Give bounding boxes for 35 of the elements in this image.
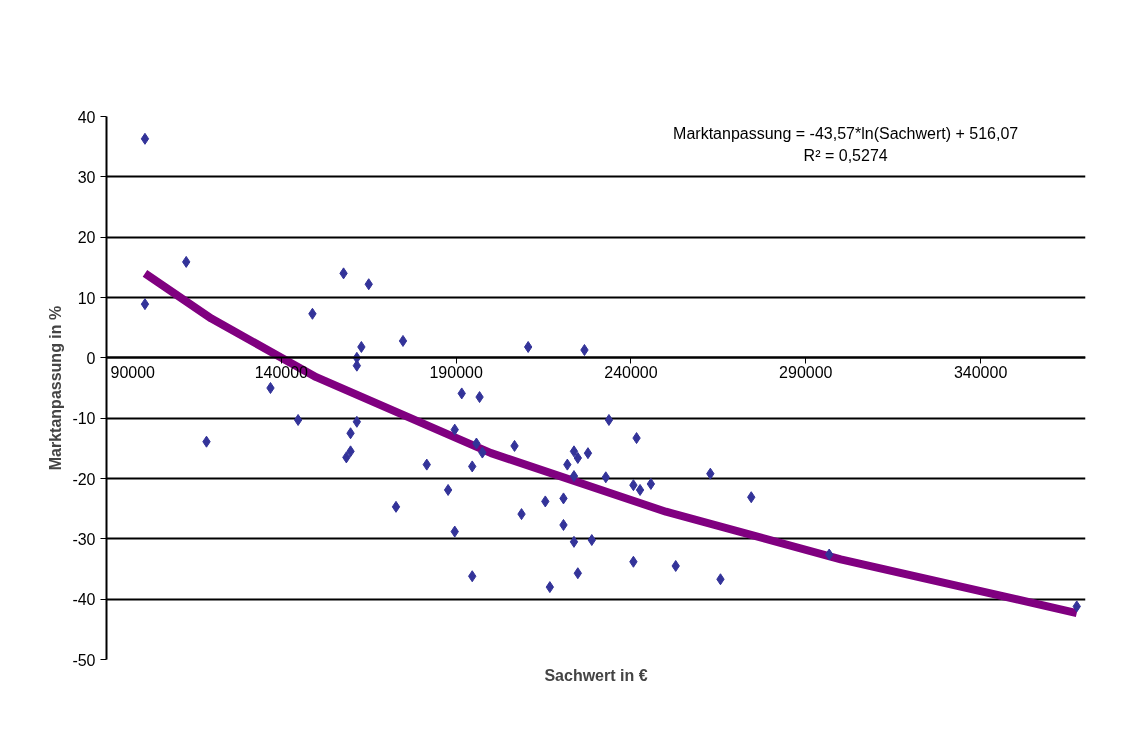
- x-tick-label: 190000: [429, 363, 483, 381]
- y-tick-label: -30: [72, 530, 96, 548]
- x-tick-label: 90000: [110, 363, 156, 381]
- point: [443, 483, 453, 496]
- y-axis-title: Marktanpassung in %: [47, 305, 65, 471]
- point: [583, 447, 593, 460]
- point: [140, 298, 150, 311]
- annotation: R² = 0,5274: [803, 147, 888, 165]
- y-tick-label: 40: [77, 108, 96, 126]
- x-axis-title: Sachwert in €: [544, 666, 648, 684]
- annotation: Marktanpassung = -43,57*ln(Sachwert) + 516,07: [673, 124, 1019, 142]
- point: [266, 382, 275, 394]
- point: [391, 500, 401, 513]
- y-tick-label: 20: [77, 229, 96, 247]
- point: [398, 334, 408, 347]
- x-tick-label: 240000: [604, 363, 658, 381]
- x-tick-label: 340000: [953, 363, 1008, 381]
- point: [604, 413, 614, 426]
- y-tick-label: 10: [77, 289, 96, 307]
- y-tick-label: 30: [77, 168, 96, 186]
- point: [569, 535, 579, 548]
- point: [293, 413, 303, 426]
- y-tick-label: 0: [86, 349, 96, 367]
- point: [352, 415, 362, 428]
- point: [140, 132, 150, 145]
- point: [545, 581, 555, 594]
- point: [635, 483, 645, 496]
- y-tick-label: -50: [72, 651, 96, 669]
- y-tick-label: -40: [72, 591, 96, 609]
- y-tick-label: -20: [72, 470, 96, 488]
- point: [646, 477, 656, 490]
- x-tick-label: 290000: [779, 363, 833, 381]
- point: [569, 445, 579, 458]
- y-tick-label: -10: [72, 410, 96, 428]
- point: [569, 470, 579, 483]
